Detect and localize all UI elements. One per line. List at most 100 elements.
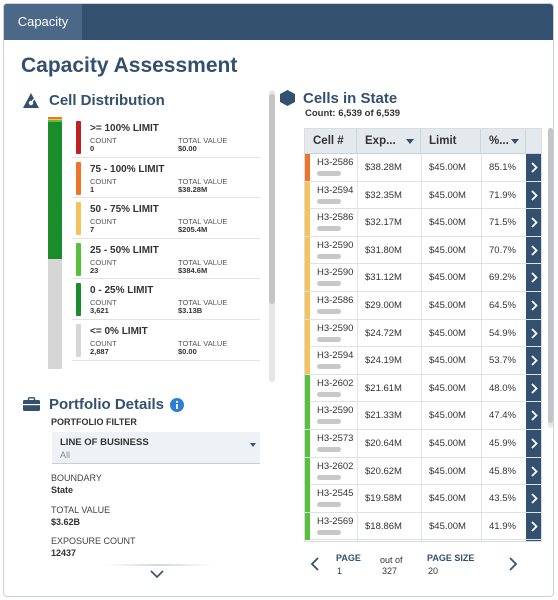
column-divider [357,154,358,541]
exposure-value: $24.72M [365,327,402,339]
percent-value: 71.5% [489,217,516,229]
table-row[interactable]: H3-2545 $19.58M $45.00M 43.5% [305,485,541,513]
column-header-percent-label: %... [489,135,509,147]
sort-caret-icon [406,139,414,144]
total-value: $384.6M [178,265,208,275]
table-row[interactable]: H3-2573 $20.64M $45.00M 45.9% [305,430,541,458]
table-row[interactable]: H3-2594 $24.19M $45.00M 53.7% [305,347,541,375]
table-row[interactable]: H3-2569 $18.86M $45.00M 41.9% [305,512,541,541]
tab-capacity[interactable]: Capacity [4,4,82,40]
column-header-percent[interactable]: %... [481,129,526,154]
chevron-right-icon[interactable] [526,154,542,181]
table-row[interactable]: H3-2602 $21.61M $45.00M 48.0% [305,374,541,403]
briefcase-icon [23,397,40,411]
column-header-exposure[interactable]: Exp... [357,129,421,154]
percent-value: 45.8% [489,465,516,477]
left-scrollbar-thumb[interactable] [269,94,275,304]
cell-id-pill [317,391,341,397]
warning-icon [23,93,39,108]
table-row[interactable]: H3-2602 $20.62M $45.00M 45.8% [305,457,541,486]
total-value: $0.00 [178,144,197,153]
table-row[interactable]: H3-2594 $32.35M $45.00M 71.9% [305,181,541,210]
exposure-value: $20.64M [365,438,402,449]
chevron-right-icon[interactable] [526,347,542,374]
line-of-business-select[interactable]: LINE OF BUSINESS All [52,432,260,464]
boundary-value: State [51,485,74,495]
count-label: COUNT [90,217,117,227]
cell-id: H3-2573 [317,433,354,444]
row-status-flag [305,374,310,402]
chevron-right-icon[interactable] [526,430,542,457]
next-page-chevron-icon[interactable] [505,555,521,573]
total-value-label: TOTAL VALUE [178,217,228,227]
row-status-flag [305,457,310,485]
chevron-right-icon[interactable] [526,237,542,264]
distribution-color-bar [76,242,81,276]
table-row[interactable]: H3-2590 $31.12M $45.00M 69.2% [305,264,541,292]
cell-id-pill [317,419,341,425]
distribution-item[interactable]: <= 0% LIMIT COUNT 2,887 TOTAL VALUE $0.00 [72,320,260,361]
cell-id-pill [317,364,341,370]
exposure-value: $38.28M [365,162,402,173]
cell-id-pill [317,336,341,342]
chevron-right-icon[interactable] [526,320,542,347]
row-status-flag [305,347,310,375]
total-value-label: TOTAL VALUE [51,505,111,515]
stack-segment [48,117,62,119]
table-row[interactable]: H3-2586 $38.28M $45.00M 85.1% [305,154,541,182]
table-header: Cell # Exp... Limit %... [305,129,541,154]
cell-id: H3-2602 [317,377,354,389]
cell-id-pill [317,529,341,535]
page-number[interactable]: 1 [337,566,343,576]
column-header-cell[interactable]: Cell # [305,129,357,154]
table-row[interactable]: H3-2590 $31.80M $45.00M 70.7% [305,236,541,265]
chevron-right-icon[interactable] [526,485,542,512]
chevron-right-icon[interactable] [526,264,542,291]
chevron-right-icon[interactable] [526,513,542,540]
column-header-limit[interactable]: Limit [421,129,481,154]
exposure-value: $18.86M [365,520,402,532]
chevron-right-icon[interactable] [526,182,542,209]
limit-value: $45.00M [429,244,466,256]
chevron-right-icon[interactable] [526,209,542,236]
table-row[interactable]: H3-2586 $32.17M $45.00M 71.5% [305,209,541,237]
previous-page-chevron-icon[interactable] [307,555,323,573]
exposure-value: $21.61M [365,382,402,394]
exposure-value: $31.80M [365,244,402,256]
page-size-value[interactable]: 20 [428,566,439,576]
row-status-flag [305,209,310,237]
percent-value: 54.9% [489,327,516,339]
expand-chevron-icon[interactable] [150,570,164,579]
table-row[interactable]: H3-2586 $29.00M $45.00M 64.5% [305,292,541,320]
distribution-item[interactable]: 25 - 50% LIMIT COUNT 23 TOTAL VALUE $384.6M [72,239,260,280]
row-status-flag [305,292,310,319]
distribution-stacked-bar [48,117,62,370]
table-row[interactable]: H3-2590 $21.33M $45.00M 47.4% [305,402,541,430]
right-scrollbar[interactable] [548,128,553,428]
out-of-label: out of [380,555,403,565]
distribution-item[interactable]: >= 100% LIMIT COUNT 0 TOTAL VALUE $0.00 [72,117,260,158]
left-scrollbar[interactable] [269,90,275,382]
cells-table: Cell # Exp... Limit %... H3-2586 $38.28M $… [304,128,542,542]
info-icon[interactable] [170,398,184,412]
sort-caret-icon [511,139,519,144]
distribution-color-bar [76,161,81,195]
row-status-flag [305,181,310,209]
column-divider [421,154,422,541]
exposure-value: $24.19M [365,355,402,367]
distribution-item[interactable]: 75 - 100% LIMIT COUNT 1 TOTAL VALUE $38.28M [72,158,260,199]
cell-id: H3-2594 [317,350,354,362]
chevron-right-icon[interactable] [526,402,542,429]
right-scrollbar-thumb[interactable] [548,128,553,423]
chevron-right-icon[interactable] [526,292,542,319]
distribution-color-bar [76,323,81,357]
count-label: COUNT [90,176,117,186]
cell-id: H3-2590 [317,405,354,417]
chevron-right-icon[interactable] [526,375,542,402]
distribution-item[interactable]: 0 - 25% LIMIT COUNT 3,621 TOTAL VALUE $3.13B [72,279,260,320]
chevron-right-icon[interactable] [526,458,542,485]
distribution-item[interactable]: 50 - 75% LIMIT COUNT 7 TOTAL VALUE $205.4M [72,198,260,239]
percent-value: 64.5% [489,300,516,311]
total-value: $0.00 [178,346,197,356]
table-row[interactable]: H3-2590 $24.72M $45.00M 54.9% [305,319,541,348]
